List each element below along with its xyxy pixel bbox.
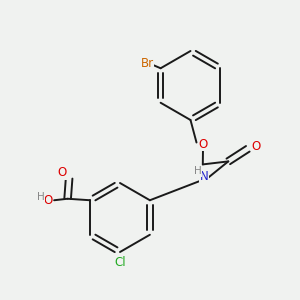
Text: Br: Br: [141, 57, 154, 70]
Text: H: H: [37, 192, 45, 202]
Text: O: O: [252, 140, 261, 153]
Text: H: H: [194, 166, 202, 176]
Text: N: N: [200, 170, 209, 183]
Text: O: O: [43, 194, 52, 207]
Text: Cl: Cl: [114, 256, 126, 269]
Text: O: O: [199, 137, 208, 151]
Text: O: O: [57, 167, 66, 179]
